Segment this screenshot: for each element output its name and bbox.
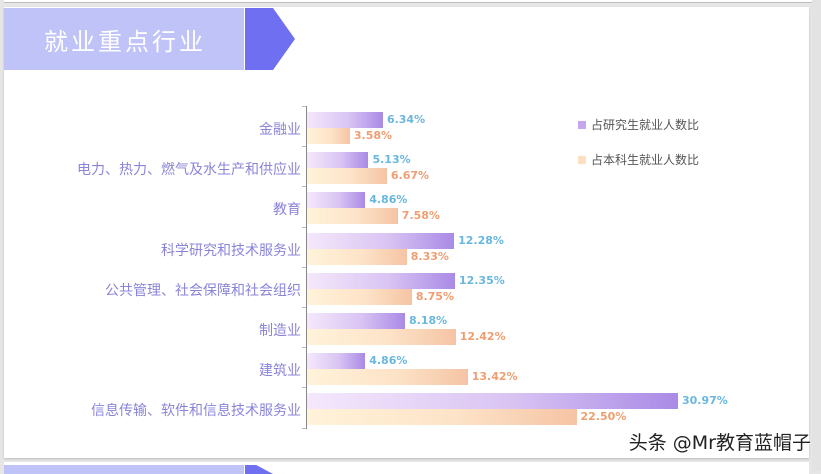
bar-postgrad [307,192,366,209]
value-label-undergrad: 7.58% [401,209,440,223]
category-label: 金融业 [259,122,301,138]
category-label: 信息传输、软件和信息技术服务业 [91,403,301,420]
value-label-postgrad: 8.18% [408,314,448,327]
bar-postgrad [307,353,366,370]
bar-undergrad [307,288,412,305]
bar-undergrad [307,369,468,386]
bar-postgrad [307,112,383,128]
value-label-postgrad: 4.86% [369,193,408,207]
bar-undergrad [307,128,350,144]
axis-tick [302,266,306,268]
category-label: 公共管理、社会保障和社会组织 [105,282,301,299]
axis-tick [302,226,306,228]
legend-swatch [578,155,586,164]
bar-postgrad [307,232,455,249]
previous-slide-edge [0,0,821,5]
axis-tick [302,307,306,308]
value-label-undergrad: 22.50% [580,410,627,424]
category-label: 建筑业 [259,363,301,380]
bar-postgrad [307,393,678,410]
value-label-undergrad: 13.42% [471,370,518,384]
watermark: 头条 @Mr教育蓝帽子 [628,432,811,454]
legend-item-postgrad: 占研究生就业人数比 [578,116,699,133]
axis-tick [302,186,306,188]
value-label-postgrad: 12.35% [458,273,505,287]
title-arrow-icon [245,8,295,70]
value-label-postgrad: 4.86% [369,354,408,368]
page-title: 就业重点行业 [44,28,206,56]
bar-postgrad [307,152,369,169]
category-label: 电力、热力、燃气及水生产和供应业 [77,162,301,179]
axis-tick [302,387,306,389]
legend-label: 占研究生就业人数比 [591,118,700,132]
bar-undergrad [307,409,577,426]
bar-undergrad [307,248,407,265]
bar-postgrad [307,272,455,289]
category-label: 科学研究和技术服务业 [161,242,301,259]
value-label-undergrad: 6.67% [390,169,430,183]
value-label-postgrad: 5.13% [372,153,411,167]
value-label-undergrad: 8.75% [415,289,454,303]
bar-undergrad [307,329,456,345]
category-label: 制造业 [259,323,301,339]
bar-undergrad [307,168,387,185]
value-label-postgrad: 6.34% [386,113,426,126]
value-label-postgrad: 12.28% [458,233,504,247]
value-label-undergrad: 12.42% [459,330,506,343]
value-label-postgrad: 30.97% [682,394,728,408]
legend-item-undergrad: 占本科生就业人数比 [578,151,699,168]
y-axis-line [306,106,307,429]
axis-tick [302,106,306,107]
bar-undergrad [307,208,398,225]
axis-tick [302,347,306,349]
axis-tick [302,427,306,429]
next-slide-thumbnail[interactable] [4,462,809,474]
value-label-undergrad: 8.33% [410,249,449,263]
scrollbar-track[interactable] [812,0,821,471]
legend-swatch [578,120,586,129]
value-label-undergrad: 3.58% [353,129,393,142]
slide: 就业重点行业 金融业 6.34% 3.58% 电力、热力、燃气及水生产和供应业 5.13… [4,7,809,458]
legend-label: 占本科生就业人数比 [591,153,700,167]
title-banner: 就业重点行业 [4,8,244,70]
axis-tick [302,146,306,148]
bar-postgrad [307,313,405,329]
category-label: 教育 [273,202,301,219]
